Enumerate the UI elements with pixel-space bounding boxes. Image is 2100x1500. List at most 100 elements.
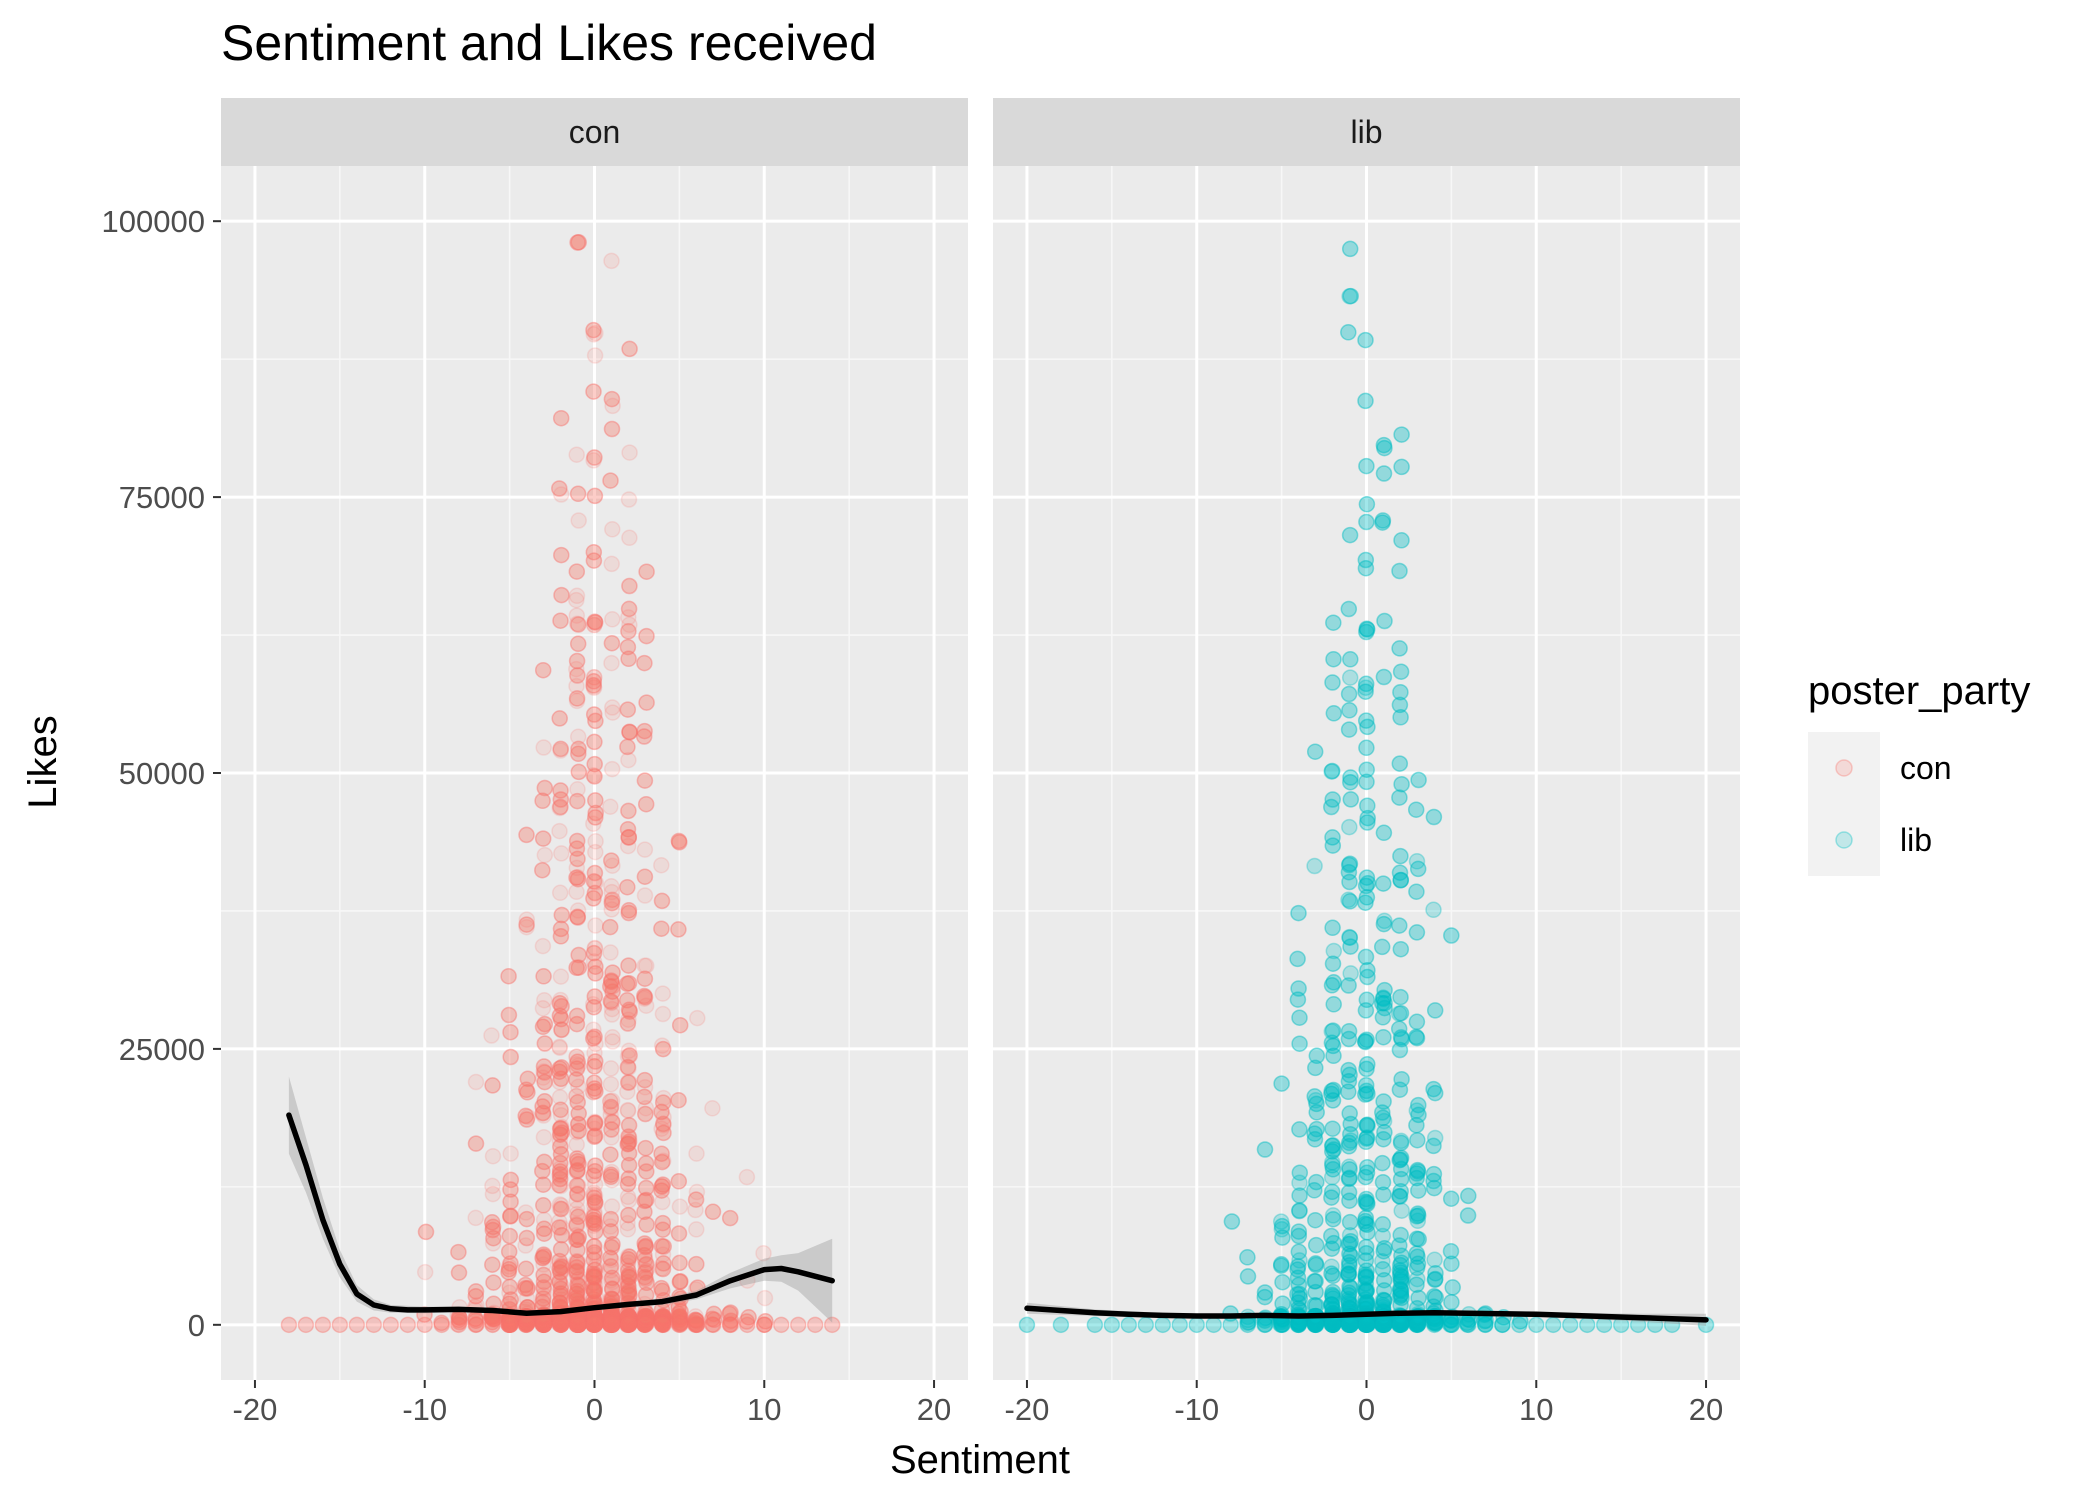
scatter-point xyxy=(740,1309,757,1326)
scatter-point xyxy=(551,1073,568,1091)
scatter-point xyxy=(535,1128,553,1146)
scatter-point xyxy=(604,521,621,538)
scatter-point xyxy=(619,1015,637,1032)
scatter-point xyxy=(535,1248,553,1265)
scatter-point xyxy=(449,1315,466,1333)
scatter-point xyxy=(585,1196,603,1214)
scatter-point xyxy=(535,1316,552,1333)
scatter-point xyxy=(637,997,655,1014)
scatter-point xyxy=(502,1181,519,1198)
scatter-point xyxy=(637,1315,655,1332)
scatter-point xyxy=(535,1316,552,1333)
scatter-point xyxy=(604,1315,621,1333)
scatter-point xyxy=(636,868,654,885)
scatter-point xyxy=(585,1312,603,1329)
scatter-point xyxy=(587,1269,604,1287)
scatter-point xyxy=(704,1203,722,1221)
scatter-point xyxy=(553,1219,570,1236)
scatter-point xyxy=(620,1042,638,1059)
scatter-point xyxy=(568,1123,586,1141)
scatter-point xyxy=(620,491,638,508)
scatter-point xyxy=(602,1312,620,1329)
scatter-point xyxy=(585,1265,602,1283)
scatter-point xyxy=(637,1270,654,1288)
scatter-point xyxy=(535,1248,553,1265)
scatter-point xyxy=(670,1091,687,1109)
scatter-point xyxy=(602,1249,619,1267)
scatter-point xyxy=(721,1316,739,1333)
scatter-point xyxy=(604,704,621,721)
scatter-point xyxy=(603,1281,621,1298)
scatter-point xyxy=(585,1282,603,1300)
scatter-point xyxy=(553,1256,570,1273)
scatter-point xyxy=(587,1223,604,1240)
scatter-point xyxy=(586,988,604,1005)
scatter-point xyxy=(536,1153,553,1171)
scatter-point xyxy=(619,1257,636,1274)
scatter-point xyxy=(585,1316,602,1333)
scatter-point xyxy=(585,1282,603,1300)
scatter-point xyxy=(620,751,637,769)
scatter-point xyxy=(637,1309,655,1326)
scatter-point xyxy=(483,1214,501,1231)
scatter-point xyxy=(570,1315,587,1333)
scatter-point xyxy=(621,1248,638,1265)
scatter-point xyxy=(585,1313,603,1331)
scatter-point xyxy=(587,1314,604,1331)
scatter-point xyxy=(602,472,619,489)
scatter-point xyxy=(654,1307,672,1325)
scatter-point xyxy=(365,1316,383,1334)
scatter-point xyxy=(534,1104,552,1122)
scatter-point xyxy=(586,614,604,631)
scatter-point xyxy=(603,390,621,408)
scatter-point xyxy=(654,1309,672,1326)
scatter-point xyxy=(552,928,570,945)
scatter-point xyxy=(586,1314,604,1331)
scatter-point xyxy=(619,1311,637,1328)
scatter-point xyxy=(602,1218,619,1235)
scatter-point xyxy=(603,1313,620,1330)
scatter-point xyxy=(570,1228,587,1246)
scatter-point xyxy=(671,1198,689,1215)
scatter-point xyxy=(655,1124,672,1142)
scatter-point xyxy=(587,792,604,809)
panel-lib: lib-20 -10 0 10 20 xyxy=(993,98,1740,1427)
scatter-point xyxy=(704,1310,721,1328)
scatter-point xyxy=(620,1074,638,1091)
scatter-point xyxy=(603,1314,621,1331)
scatter-point xyxy=(654,1316,671,1334)
scatter-point xyxy=(417,1223,435,1241)
scatter-point xyxy=(552,1314,570,1332)
scatter-point xyxy=(620,1310,637,1327)
scatter-point xyxy=(552,798,569,816)
scatter-point xyxy=(602,944,619,961)
scatter-point xyxy=(619,738,636,756)
scatter-point xyxy=(636,970,654,987)
scatter-point xyxy=(637,1308,654,1325)
scatter-point xyxy=(636,1312,653,1330)
scatter-point xyxy=(585,669,603,686)
scatter-point xyxy=(655,1115,672,1133)
scatter-point xyxy=(654,1094,672,1111)
scatter-point xyxy=(551,1271,568,1288)
scatter-point xyxy=(569,1231,586,1249)
scatter-point xyxy=(585,1184,603,1201)
scatter-point xyxy=(636,772,654,789)
scatter-point xyxy=(585,543,603,561)
scatter-point xyxy=(536,991,553,1009)
scatter-point xyxy=(585,1316,603,1334)
scatter-point xyxy=(636,1316,653,1333)
scatter-point xyxy=(500,1316,518,1334)
scatter-point xyxy=(553,1124,570,1141)
scatter-point xyxy=(620,1313,637,1330)
scatter-point xyxy=(551,1314,568,1332)
scatter-point xyxy=(534,1098,551,1115)
scatter-point xyxy=(738,1168,756,1186)
scatter-point xyxy=(569,1313,586,1331)
scatter-point xyxy=(570,1313,587,1331)
scatter-point xyxy=(603,1315,620,1332)
scatter-point xyxy=(551,1177,568,1194)
scatter-point xyxy=(587,809,604,826)
scatter-point xyxy=(501,1227,519,1245)
scatter-point xyxy=(602,1262,620,1279)
